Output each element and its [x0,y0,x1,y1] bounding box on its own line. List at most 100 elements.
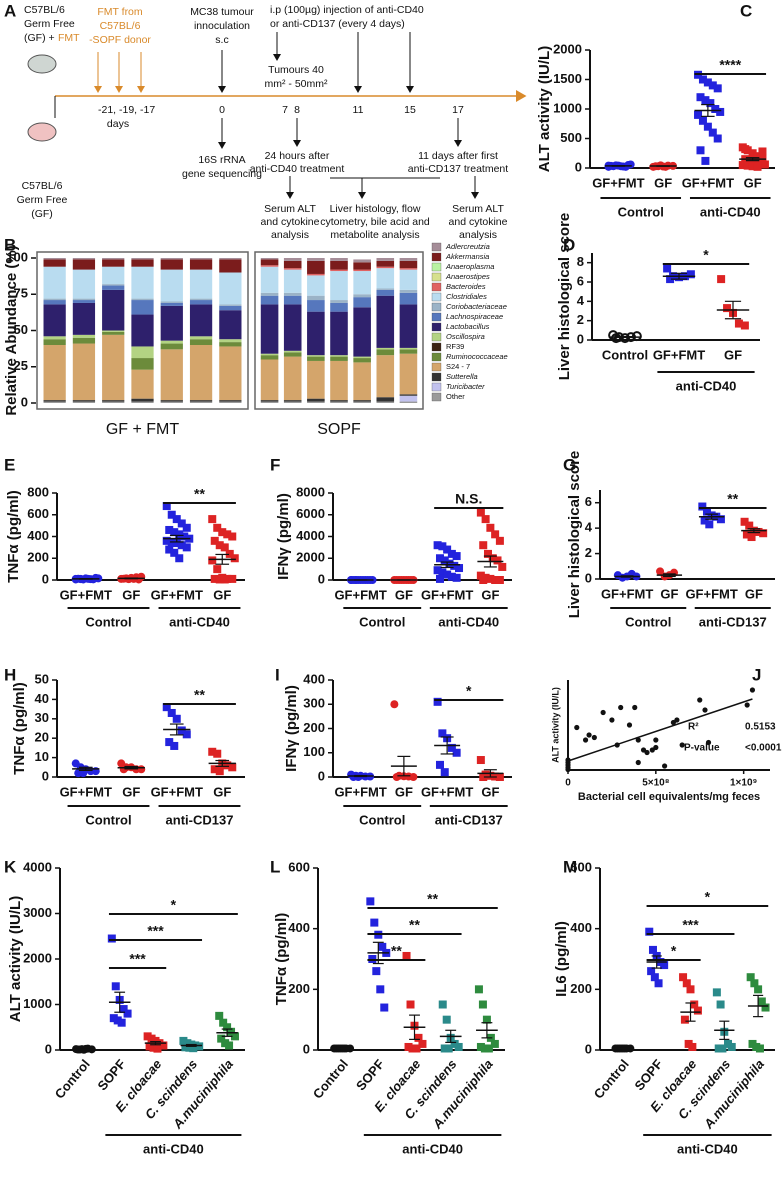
y-tick-label: 4 [577,293,585,308]
bar-segment [376,258,395,261]
point [761,1003,770,1012]
bar-segment [160,340,183,344]
bar-segment [376,355,395,398]
label: and cytokine [261,216,320,228]
y-tick-label: 200 [303,720,325,735]
bar-segment [283,401,302,403]
bar-segment [43,259,66,267]
point [153,1044,162,1053]
point [376,985,385,994]
point [167,708,176,717]
point [591,734,597,741]
point [433,541,442,550]
point [406,1000,415,1009]
x-tick-label: GF [122,587,140,602]
point [674,717,680,723]
x-tick-label: GF+FMT [151,587,203,602]
y-tick-label: 25 [14,358,28,373]
point [218,528,227,537]
point [227,1027,236,1036]
y-tick-label: 300 [303,696,325,711]
bar-segment [72,300,96,303]
bar-segment [219,310,242,340]
group-label: Control [85,812,131,827]
point [750,979,759,988]
point [137,765,146,774]
point [727,1042,736,1051]
point [481,515,490,524]
significance-label: ** [194,486,205,502]
bar-segment [283,269,302,293]
bar-segment [43,300,66,305]
point [495,576,504,584]
label: gene sequencing [182,168,262,180]
point [582,737,589,743]
x-tick-label: GF+FMT [682,175,734,190]
y-tick-label: 2000 [23,950,52,965]
point [177,726,186,735]
bar-segment [131,346,154,359]
bar-segment [353,262,371,270]
significance-label: *** [129,951,146,967]
annotation: R² [688,722,699,733]
point [758,153,767,162]
significance-label: * [705,889,711,905]
bar-segment [160,343,183,350]
legend-label: Coriobacteriaceae [446,302,507,311]
bar-segment [189,269,213,299]
legend-label: Clostridiales [446,292,487,301]
y-axis-label: TNFα (pg/ml) [273,913,290,1006]
point [447,549,456,558]
bar-segment [399,289,418,293]
bar-segment [131,314,154,347]
point [210,765,219,774]
bar-segment [219,339,242,343]
point [452,573,461,582]
point [443,570,452,579]
point [705,520,714,529]
point [215,767,224,776]
y-tick-label: 1000 [23,996,52,1011]
significance-label: * [466,683,472,699]
point [479,541,488,550]
point [686,985,695,994]
point [713,84,722,93]
bar-segment [102,258,125,260]
point [402,951,411,960]
point [165,545,174,554]
panel-letter: I [275,665,280,684]
bar-segment [260,401,279,403]
panel-letter: C [740,1,752,20]
label: 11 days after first [418,150,498,162]
x-tick-label: GF+FMT [60,784,112,799]
point [626,722,633,728]
y-tick-label: 8 [577,254,584,269]
point [751,158,760,167]
group-label: Control [85,614,131,629]
group-label: anti-CD40 [677,1141,738,1156]
label: 7 [282,104,288,116]
bar-segment [283,350,302,353]
point [663,264,672,273]
bar-segment [72,337,96,344]
bar-segment [376,401,395,403]
bar-segment [283,304,302,351]
bar-segment [131,298,154,301]
point [170,548,179,557]
bar-segment [102,331,125,335]
y-tick-label: 2 [577,312,584,327]
bar-segment [307,355,325,357]
label: and cytokine [449,216,508,228]
point [660,961,669,970]
bar-segment [376,288,395,290]
x-tick-label: GF+FMT [60,587,112,602]
bar-segment [399,353,418,395]
significance-label: ** [391,943,402,959]
point [195,1042,204,1051]
point [653,744,659,751]
x-tick-label: Control [602,347,648,362]
bar-segment [283,400,302,402]
y-tick-label: 2000 [296,550,325,565]
point [366,897,375,906]
group-label: anti-CD40 [700,204,761,219]
